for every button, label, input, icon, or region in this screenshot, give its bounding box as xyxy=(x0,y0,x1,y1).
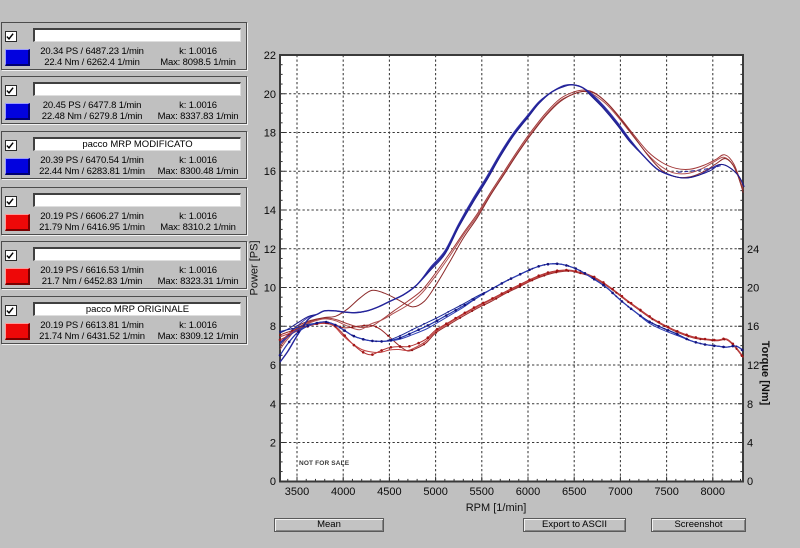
svg-text:7500: 7500 xyxy=(654,486,678,498)
svg-text:20: 20 xyxy=(264,89,276,101)
svg-text:4500: 4500 xyxy=(377,486,401,498)
svg-text:8000: 8000 xyxy=(701,486,725,498)
svg-text:4: 4 xyxy=(270,399,276,411)
svg-text:RPM [1/min]: RPM [1/min] xyxy=(466,502,527,514)
svg-text:12: 12 xyxy=(747,360,759,372)
svg-text:Power [PS]: Power [PS] xyxy=(249,240,261,295)
svg-text:6: 6 xyxy=(270,360,276,372)
svg-text:NOT FOR SALE: NOT FOR SALE xyxy=(299,460,350,467)
svg-text:5000: 5000 xyxy=(423,486,447,498)
svg-text:4000: 4000 xyxy=(331,486,355,498)
svg-text:3500: 3500 xyxy=(285,486,309,498)
svg-text:8: 8 xyxy=(747,399,753,411)
svg-text:Torque [Nm]: Torque [Nm] xyxy=(759,341,771,406)
svg-text:0: 0 xyxy=(270,476,276,488)
svg-text:22: 22 xyxy=(264,50,276,62)
svg-text:4: 4 xyxy=(747,438,753,450)
svg-text:14: 14 xyxy=(264,205,276,217)
svg-text:0: 0 xyxy=(747,476,753,488)
svg-text:24: 24 xyxy=(747,244,759,256)
svg-text:5500: 5500 xyxy=(470,486,494,498)
svg-text:7000: 7000 xyxy=(608,486,632,498)
svg-text:6000: 6000 xyxy=(516,486,540,498)
svg-text:16: 16 xyxy=(747,321,759,333)
svg-text:20: 20 xyxy=(747,283,759,295)
svg-text:12: 12 xyxy=(264,244,276,256)
svg-text:16: 16 xyxy=(264,166,276,178)
svg-text:18: 18 xyxy=(264,128,276,140)
svg-text:10: 10 xyxy=(264,283,276,295)
svg-text:8: 8 xyxy=(270,321,276,333)
svg-text:6500: 6500 xyxy=(562,486,586,498)
svg-text:2: 2 xyxy=(270,438,276,450)
